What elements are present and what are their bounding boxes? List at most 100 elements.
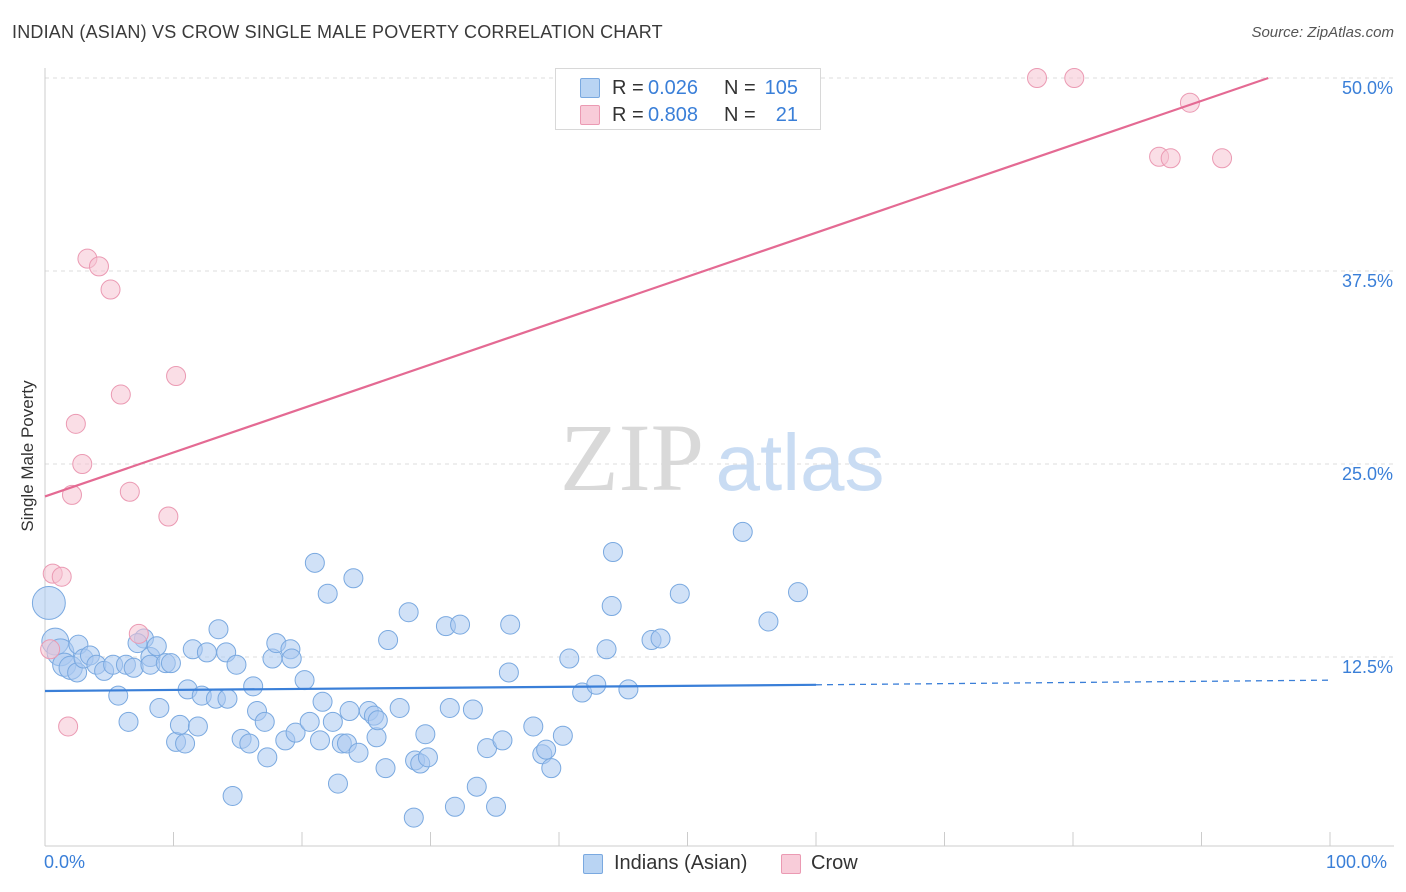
- crow-point: [1027, 68, 1048, 88]
- bottom-legend-swatch-indians: [583, 854, 603, 874]
- indians-asian-point: [650, 628, 671, 649]
- indians-asian-point: [444, 796, 465, 817]
- indians-asian-point: [450, 614, 471, 635]
- y-tick-label: 50.0%: [1342, 78, 1393, 98]
- indians-asian-point: [294, 670, 315, 691]
- indians-asian-point: [669, 583, 690, 604]
- indians-asian-point: [254, 711, 275, 732]
- indians-asian-point: [596, 639, 617, 660]
- series-crow: [40, 68, 1233, 737]
- series-indians-asian: [31, 521, 809, 828]
- legend-swatch-indians: [580, 78, 600, 98]
- chart-title: INDIAN (ASIAN) VS CROW SINGLE MALE POVER…: [12, 22, 663, 42]
- crow-point: [51, 566, 72, 587]
- indians-asian-trend-line: [44, 683, 817, 693]
- y-tick-label: 12.5%: [1342, 657, 1393, 677]
- crow-point: [88, 256, 109, 277]
- indians-asian-point: [257, 747, 278, 768]
- indians-asian-point: [327, 773, 348, 794]
- indians-asian-point: [500, 614, 521, 635]
- indians-asian-point: [169, 714, 190, 735]
- crow-point: [110, 384, 131, 405]
- indians-asian-point: [146, 636, 167, 657]
- indians-asian-point: [343, 568, 364, 589]
- indians-asian-point: [175, 733, 196, 754]
- watermark: ZIP atlas: [560, 404, 884, 511]
- x-tick-label-max: 100.0%: [1326, 852, 1388, 872]
- trend-lines: [44, 76, 1331, 693]
- bottom-legend-swatch-crow: [781, 854, 801, 874]
- indians-asian-point: [417, 747, 438, 768]
- indians-asian-point: [317, 583, 338, 604]
- indians-asian-point: [196, 642, 217, 663]
- indians-asian-point: [160, 653, 181, 674]
- source-label: Source: ZipAtlas.com: [1251, 24, 1394, 41]
- grid-lines: [45, 77, 1394, 658]
- legend-n-label: N =: [724, 77, 756, 99]
- indians-asian-point: [31, 586, 66, 620]
- crow-point: [58, 716, 79, 737]
- indians-asian-point: [439, 697, 460, 718]
- indians-asian-point: [498, 662, 519, 683]
- indians-asian-point: [462, 699, 483, 720]
- crow-trend-line: [44, 76, 1269, 498]
- indians-asian-point: [367, 710, 388, 731]
- legend-n-value: 21: [775, 104, 798, 126]
- crow-point: [119, 481, 140, 502]
- indians-asian-point: [239, 733, 260, 754]
- y-tick-label: 25.0%: [1342, 464, 1393, 484]
- indians-asian-point: [552, 725, 573, 746]
- y-tick-labels: 12.5% 25.0% 37.5% 50.0%: [1342, 78, 1393, 677]
- legend-n-label: N =: [724, 104, 756, 126]
- indians-asian-point: [348, 742, 369, 763]
- indians-asian-point: [403, 807, 424, 828]
- legend-n-value: 105: [764, 77, 798, 99]
- indians-asian-point: [312, 691, 333, 712]
- indians-asian-point: [618, 679, 639, 700]
- indians-asian-point: [788, 582, 809, 603]
- indians-asian-point: [732, 521, 753, 542]
- indians-asian-point: [389, 697, 410, 718]
- y-tick-label: 37.5%: [1342, 271, 1393, 291]
- indians-asian-point: [304, 552, 325, 573]
- indians-asian-point: [108, 685, 129, 706]
- indians-asian-point: [492, 730, 513, 751]
- indians-asian-point: [285, 722, 306, 743]
- indians-asian-point: [586, 674, 607, 695]
- crow-point: [100, 279, 121, 300]
- indians-asian-point: [541, 758, 562, 779]
- crow-point: [1212, 148, 1233, 169]
- crow-point: [1160, 148, 1181, 169]
- indians-asian-point: [601, 596, 622, 617]
- crow-point: [61, 484, 82, 505]
- crow-point: [128, 623, 149, 644]
- indians-asian-point: [118, 711, 139, 732]
- legend-r-label: R =: [612, 77, 644, 99]
- indians-asian-trend-extension: [815, 679, 1331, 686]
- indians-asian-point: [375, 758, 396, 779]
- crow-point: [65, 413, 86, 434]
- indians-asian-point: [559, 648, 580, 669]
- indians-asian-point: [123, 657, 144, 678]
- indians-asian-point: [226, 654, 247, 675]
- indians-asian-point: [523, 716, 544, 737]
- legend-r-value: 0.808: [648, 104, 699, 126]
- indians-asian-point: [602, 542, 623, 563]
- crow-point: [166, 365, 187, 386]
- legend-r-label: R =: [612, 104, 644, 126]
- indians-asian-point: [366, 727, 387, 748]
- indians-asian-point: [322, 711, 343, 732]
- indians-asian-point: [536, 739, 557, 760]
- indians-asian-point: [217, 688, 238, 709]
- indians-asian-point: [187, 716, 208, 737]
- bottom-legend-label-indians: Indians (Asian): [614, 852, 748, 874]
- indians-asian-point: [466, 776, 487, 797]
- crow-point: [1064, 68, 1085, 88]
- indians-asian-point: [758, 611, 779, 632]
- x-tick-label-min: 0.0%: [44, 852, 86, 872]
- indians-asian-point: [208, 619, 229, 640]
- indians-asian-point: [299, 711, 320, 732]
- indians-asian-point: [486, 796, 507, 817]
- crow-point: [72, 454, 93, 474]
